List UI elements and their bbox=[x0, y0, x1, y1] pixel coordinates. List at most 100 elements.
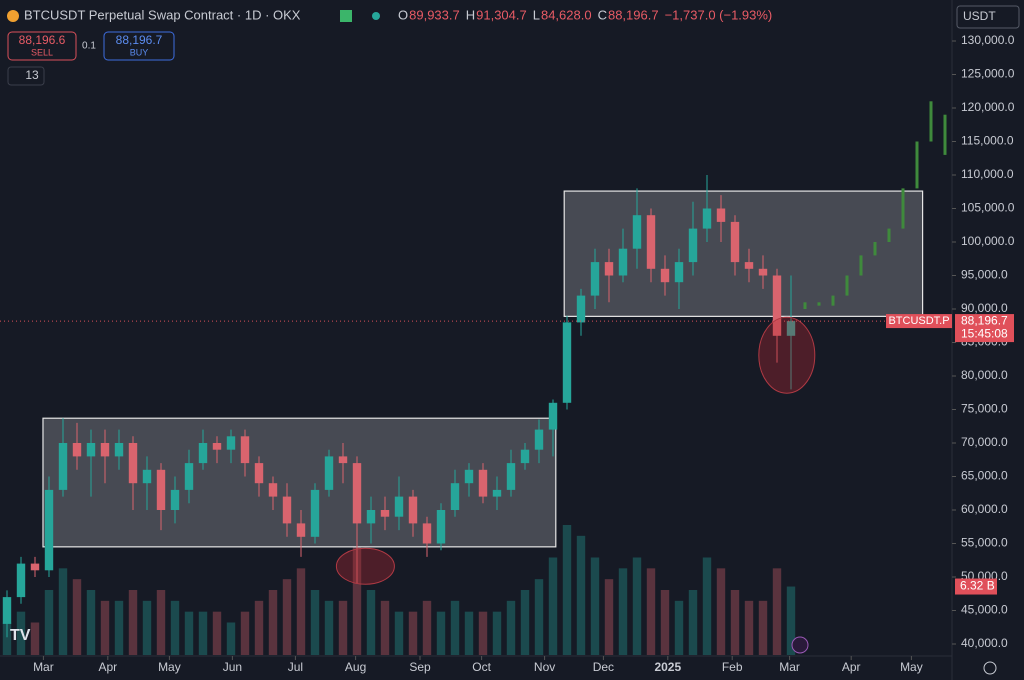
candle-body bbox=[366, 510, 376, 524]
y-tick-label: 120,000.0 bbox=[961, 100, 1015, 114]
candle-body bbox=[702, 208, 712, 229]
volume-bar bbox=[744, 600, 754, 655]
volume-bar bbox=[646, 568, 656, 655]
event-icon[interactable] bbox=[791, 636, 809, 654]
volume-bar bbox=[352, 546, 362, 655]
volume-bar bbox=[506, 600, 516, 655]
volume-bar bbox=[436, 611, 446, 655]
volume-bar bbox=[730, 590, 740, 655]
candle-body bbox=[86, 443, 96, 457]
volume-bar bbox=[254, 600, 264, 655]
candle-body bbox=[100, 443, 110, 457]
candle-body bbox=[562, 322, 572, 403]
volume-bar bbox=[702, 557, 712, 655]
volume-bar bbox=[226, 622, 236, 655]
volume-bar bbox=[618, 568, 628, 655]
ohlc-value: 91,304.7 bbox=[476, 7, 527, 22]
candle-body bbox=[352, 463, 362, 524]
y-tick-label: 95,000.0 bbox=[961, 268, 1008, 282]
change: −1,737.0 (−1.93%) bbox=[665, 7, 773, 22]
plot bbox=[0, 101, 952, 655]
currency-select[interactable] bbox=[956, 5, 1020, 29]
indicators-button[interactable] bbox=[7, 66, 45, 86]
volume-bar bbox=[408, 611, 418, 655]
countdown: 15:45:08 bbox=[961, 326, 1008, 340]
candle-body bbox=[422, 523, 432, 544]
candle-body bbox=[786, 321, 796, 336]
candle-body bbox=[114, 443, 124, 457]
volume-bar bbox=[142, 600, 152, 655]
projection-candle bbox=[817, 302, 821, 306]
candle-body bbox=[576, 295, 586, 323]
candle-body bbox=[380, 510, 390, 517]
volume-bar bbox=[450, 600, 460, 655]
price-tag bbox=[955, 314, 1014, 343]
logo bbox=[7, 10, 19, 22]
watermark: TV bbox=[10, 627, 31, 644]
candle-body bbox=[632, 215, 642, 249]
y-tick-label: 45,000.0 bbox=[961, 603, 1008, 617]
volume-bar bbox=[30, 622, 40, 655]
x-tick-label: Feb bbox=[722, 660, 743, 674]
candle-body bbox=[58, 443, 68, 490]
projection-candle bbox=[831, 295, 835, 306]
candle-body bbox=[282, 496, 292, 524]
candle-body bbox=[464, 469, 474, 484]
flag-icon[interactable] bbox=[340, 10, 352, 22]
x-tick-label: Aug bbox=[345, 660, 366, 674]
candle-body bbox=[534, 429, 544, 450]
price-label: 88,196.7 bbox=[961, 313, 1008, 327]
x-tick-label: Nov bbox=[534, 660, 555, 674]
candle-body bbox=[478, 469, 488, 497]
symbol-label: BTCUSDT.P bbox=[888, 315, 949, 327]
candle-body bbox=[520, 449, 530, 464]
candle-body bbox=[310, 489, 320, 537]
x-tick-label: Mar bbox=[33, 660, 54, 674]
volume-bar bbox=[688, 590, 698, 655]
buy-price: 88,196.7 bbox=[116, 33, 163, 47]
candle-body bbox=[44, 489, 54, 571]
candle-body bbox=[772, 275, 782, 336]
ohlc-key: O bbox=[398, 7, 408, 22]
y-tick-label: 55,000.0 bbox=[961, 536, 1008, 550]
highlight bbox=[335, 547, 395, 585]
ohlc-value: 88,196.7 bbox=[608, 7, 659, 22]
volume-bar bbox=[114, 600, 124, 655]
x-tick-label: Dec bbox=[593, 660, 614, 674]
volume-bar bbox=[576, 535, 586, 655]
range-box bbox=[563, 190, 924, 317]
volume-bar bbox=[16, 611, 26, 655]
candle-body bbox=[618, 248, 628, 276]
candle-body bbox=[450, 483, 460, 510]
buy-button[interactable] bbox=[103, 31, 175, 61]
volume-bar bbox=[534, 579, 544, 655]
volume-bar bbox=[716, 568, 726, 655]
candle-body bbox=[436, 510, 446, 544]
x-tick-label: Mar bbox=[779, 660, 800, 674]
projection-candle bbox=[873, 242, 877, 256]
candle-body bbox=[198, 443, 208, 464]
candle-body bbox=[674, 262, 684, 283]
x-tick-label: Apr bbox=[842, 660, 861, 674]
sell-button[interactable] bbox=[7, 31, 77, 61]
projection-candle bbox=[803, 302, 807, 309]
volume-bar bbox=[590, 557, 600, 655]
y-tick-label: 105,000.0 bbox=[961, 201, 1015, 215]
candle-body bbox=[296, 523, 306, 537]
volume-bar bbox=[660, 590, 670, 655]
settings-icon[interactable] bbox=[983, 661, 997, 675]
candle-body bbox=[226, 436, 236, 450]
y-tick-label: 75,000.0 bbox=[961, 402, 1008, 416]
candle-body bbox=[142, 469, 152, 484]
x-tick-label: Jul bbox=[288, 660, 303, 674]
volume-bar bbox=[156, 590, 166, 655]
y-tick-label: 125,000.0 bbox=[961, 67, 1015, 81]
volume-tag bbox=[955, 578, 997, 595]
candle-body bbox=[240, 436, 250, 464]
volume-bar bbox=[58, 568, 68, 655]
candle-body bbox=[338, 456, 348, 464]
ohlc-value: 89,933.7 bbox=[409, 7, 460, 22]
volume-bar bbox=[184, 611, 194, 655]
y-tick-label: 100,000.0 bbox=[961, 234, 1015, 248]
